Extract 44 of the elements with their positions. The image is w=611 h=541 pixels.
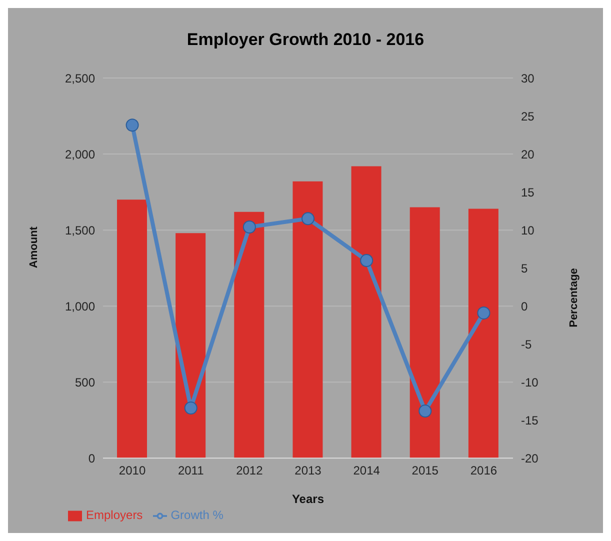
legend-label: Employers	[86, 508, 143, 522]
bar	[234, 212, 264, 458]
y2-tick-label: 30	[521, 71, 535, 86]
point	[184, 401, 198, 414]
x-axis-title: Years	[292, 492, 324, 506]
y2-tick-label: 25	[521, 109, 535, 124]
y2-tick-label: 15	[521, 185, 535, 200]
bar	[176, 233, 206, 458]
point	[477, 306, 490, 320]
bar	[468, 208, 498, 458]
y-axis-title: Amount	[28, 226, 40, 268]
bar	[351, 166, 382, 458]
legend-label: Growth %	[170, 508, 224, 522]
point	[302, 212, 314, 226]
y2-tick-label: 20	[521, 147, 535, 162]
x-tick-label: 2010	[118, 464, 146, 478]
point	[242, 220, 256, 234]
y-tick-label: 500	[74, 375, 96, 390]
y2-tick-label: -10	[521, 375, 539, 390]
x-tick-label: 2015	[412, 464, 439, 478]
y-tick-label: 2,500	[64, 71, 96, 86]
y2-tick-label: 0	[521, 299, 528, 314]
y2-tick-label: -15	[521, 413, 539, 428]
y-tick-label: 1,500	[64, 223, 96, 238]
y2-axis-title: Percentage	[568, 268, 580, 328]
bar	[117, 200, 147, 458]
bar	[410, 207, 440, 458]
chart-title: Employer Growth 2010 - 2016	[186, 29, 426, 51]
x-tick-label: 2016	[470, 464, 498, 478]
y2-tick-label: 10	[521, 223, 535, 238]
point	[126, 118, 139, 132]
point	[360, 254, 374, 267]
point	[418, 404, 432, 418]
y2-tick-label: -5	[521, 337, 532, 352]
x-tick-label: 2013	[294, 464, 322, 478]
y-tick-label: 0	[88, 451, 96, 466]
y2-tick-label: 5	[521, 261, 528, 276]
y2-tick-label: -20	[521, 451, 539, 466]
y-tick-label: 2,000	[64, 147, 96, 162]
x-tick-label: 2014	[353, 464, 380, 478]
x-tick-label: 2012	[236, 464, 264, 478]
y-tick-label: 1,000	[64, 299, 96, 314]
bar	[292, 181, 323, 458]
x-tick-label: 2011	[178, 464, 204, 478]
